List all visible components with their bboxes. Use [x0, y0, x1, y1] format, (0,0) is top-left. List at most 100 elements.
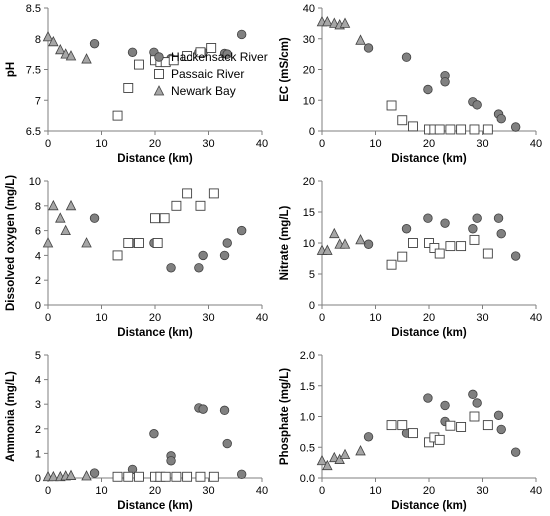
point-passaic	[112, 471, 123, 482]
y-tick-label: 3	[35, 399, 41, 411]
y-tick-label: 1.0	[300, 412, 315, 424]
point-newark	[42, 237, 54, 248]
point-passaic	[208, 471, 219, 482]
x-tick-label: 40	[256, 485, 268, 497]
panel-5: 0 10 20 30 40 0 1 2 3 4 5 Distance (km) Ammonia (mg/…	[5, 350, 268, 512]
point-newark	[81, 53, 92, 64]
y-axis-title: EC (mS/cm)	[279, 37, 291, 102]
x-tick-label: 0	[45, 485, 51, 497]
point-passaic	[133, 238, 144, 248]
x-tick-label: 30	[476, 312, 488, 324]
legend-marker-newark	[153, 85, 165, 96]
point-hackensack	[496, 228, 506, 239]
point-newark	[55, 43, 66, 55]
y-tick-label: 6.5	[26, 126, 41, 138]
point-newark	[339, 448, 351, 460]
x-axis-title: Distance (km)	[117, 327, 193, 339]
x-tick-label: 10	[369, 138, 381, 150]
x-tick-label: 20	[149, 312, 161, 324]
x-tick-label: 30	[202, 138, 214, 150]
point-hackensack	[89, 38, 100, 49]
point-passaic	[434, 248, 445, 259]
panel-6: 0 10 20 30 40 0.0 0.5 1.0 1.5 2.0 Distance (km) Pho…	[279, 350, 542, 512]
point-hackensack	[219, 405, 230, 416]
point-passaic	[168, 55, 179, 66]
point-newark	[329, 451, 340, 463]
x-tick-label: 20	[149, 138, 161, 150]
point-passaic	[195, 47, 206, 58]
point-newark	[81, 470, 92, 481]
point-newark	[60, 48, 71, 59]
point-hackensack	[472, 398, 482, 408]
point-passaic	[171, 200, 182, 211]
panel-3: 0 10 20 30 40 0 2 4 6 8 10 Distance (km) Dissolved o…	[5, 175, 268, 339]
point-passaic	[482, 124, 493, 135]
point-newark	[316, 454, 328, 466]
point-hackensack	[496, 113, 506, 124]
x-axis-title: Distance (km)	[117, 500, 193, 512]
point-passaic	[469, 234, 480, 245]
y-tick-label: 0	[35, 300, 41, 312]
y-tick-label: 10	[303, 95, 315, 107]
x-axis-title: Distance (km)	[391, 327, 467, 339]
point-hackensack	[472, 100, 482, 110]
legend-marker-hackensack	[154, 52, 164, 62]
x-tick-label: 30	[202, 485, 214, 497]
point-passaic	[112, 110, 123, 121]
legend-marker-passaic	[154, 69, 164, 79]
point-hackensack	[198, 250, 208, 261]
x-tick-label: 30	[476, 138, 488, 150]
y-tick-label: 1	[35, 448, 41, 460]
panel-1: 0 10 20 30 40 6.5 7 7.5 8 8.5 Distance (km) pH	[5, 3, 268, 165]
x-tick-label: 0	[319, 138, 325, 150]
point-hackensack	[440, 77, 450, 87]
legend-label-newark: Newark Bay	[171, 84, 236, 98]
y-tick-label: 20	[303, 65, 315, 77]
point-passaic	[424, 238, 434, 248]
point-hackensack	[194, 263, 204, 273]
point-newark	[65, 199, 77, 211]
y-tick-label: 4	[35, 375, 41, 387]
point-passaic	[482, 420, 493, 431]
point-hackensack	[423, 84, 433, 95]
y-tick-label: 5	[309, 269, 315, 281]
y-tick-label: 0	[309, 126, 315, 138]
point-hackensack	[401, 52, 412, 62]
x-tick-label: 0	[319, 485, 325, 497]
y-axis-title: Dissolved oxygen (mg/L)	[5, 175, 17, 311]
point-newark	[81, 237, 92, 248]
point-passaic	[159, 213, 170, 224]
point-newark	[60, 224, 71, 236]
point-newark	[322, 459, 333, 471]
point-passaic	[445, 241, 456, 252]
chart-legend: Hackensack River Passaic River Newark Ba…	[153, 50, 268, 98]
point-passaic	[152, 238, 163, 248]
point-passaic	[456, 241, 467, 252]
y-tick-label: 30	[303, 34, 315, 46]
y-tick-label: 0	[309, 300, 315, 312]
point-newark	[65, 50, 77, 61]
point-hackensack	[222, 49, 232, 59]
y-tick-label: 15	[303, 207, 315, 219]
point-hackensack	[219, 250, 230, 261]
y-tick-label: 8	[35, 201, 41, 213]
point-newark	[339, 238, 351, 249]
point-hackensack	[236, 225, 247, 236]
x-tick-label: 40	[530, 485, 542, 497]
point-hackensack	[510, 251, 521, 261]
point-passaic	[469, 124, 480, 135]
point-newark	[322, 244, 333, 255]
point-hackensack	[423, 393, 433, 403]
point-hackensack	[166, 263, 176, 273]
y-tick-label: 8	[35, 34, 41, 46]
x-tick-label: 20	[149, 485, 161, 497]
x-tick-label: 20	[423, 485, 435, 497]
x-tick-label: 10	[95, 138, 107, 150]
point-passaic	[456, 124, 467, 135]
point-passaic	[386, 100, 397, 111]
point-passaic	[182, 471, 193, 482]
point-passaic	[397, 115, 408, 126]
point-passaic	[386, 259, 397, 270]
x-tick-label: 40	[530, 312, 542, 324]
y-tick-label: 40	[303, 3, 315, 15]
